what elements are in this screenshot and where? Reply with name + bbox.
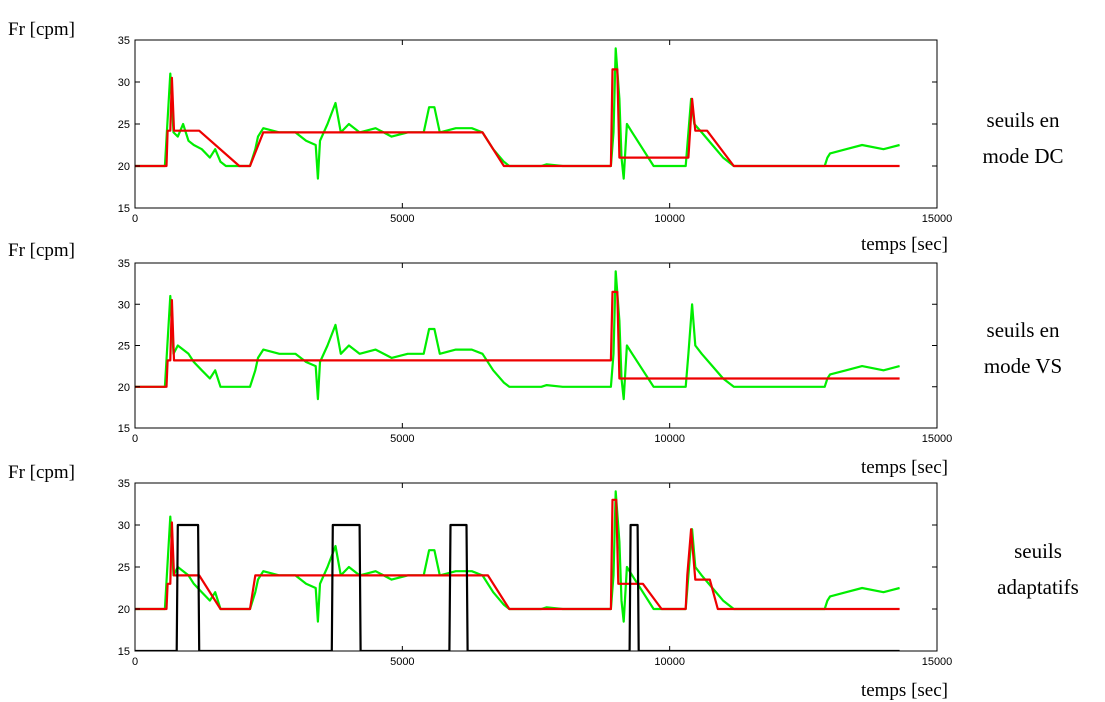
y-tick-label: 20 [118, 604, 130, 616]
x-tick-label: 10000 [654, 656, 685, 668]
series-line-3 [135, 523, 900, 651]
plot-frame [134, 262, 938, 429]
x-tick-label: 10000 [654, 213, 685, 225]
x-tick-label: 0 [132, 213, 138, 225]
series-line-2 [135, 68, 900, 168]
chart-panel-2: 0 5000 10000 15000 15 20 25 30 35 Fr [cpm] temps [… [8, 240, 1062, 478]
y-tick-label: 35 [118, 35, 130, 47]
side-label-line: seuils en [987, 108, 1060, 132]
y-axis-label: Fr [cpm] [8, 462, 75, 483]
y-tick-label: 30 [118, 299, 130, 311]
y-tick-label: 30 [118, 77, 130, 89]
y-axis-label: Fr [cpm] [8, 240, 75, 261]
y-tick-label: 30 [118, 520, 130, 532]
series-line-1 [135, 270, 900, 401]
y-tick-label: 25 [118, 341, 130, 353]
x-tick-label: 10000 [654, 433, 685, 445]
chart-panel-3: 0 5000 10000 15000 15 20 25 30 35 Fr [cpm] temps [… [8, 462, 1079, 701]
x-tick-label: 5000 [390, 656, 414, 668]
x-tick-label: 5000 [390, 213, 414, 225]
plot-frame [134, 39, 938, 209]
series-line-1 [135, 490, 900, 623]
y-tick-label: 15 [118, 646, 130, 658]
x-tick-label: 15000 [922, 433, 953, 445]
y-tick-label: 25 [118, 562, 130, 574]
side-label-line: adaptatifs [997, 575, 1079, 599]
side-label-line: mode DC [982, 144, 1063, 168]
y-tick-label: 35 [118, 258, 130, 270]
plot-frame [134, 482, 938, 652]
y-tick-label: 20 [118, 382, 130, 394]
side-label-line: seuils en [987, 318, 1060, 342]
series-line-2 [135, 498, 900, 611]
side-label-line: seuils [1014, 539, 1062, 563]
y-tick-label: 20 [118, 161, 130, 173]
x-tick-label: 0 [132, 433, 138, 445]
x-tick-label: 5000 [390, 433, 414, 445]
x-tick-label: 15000 [922, 656, 953, 668]
y-tick-label: 15 [118, 423, 130, 435]
chart-panel-1: 0 5000 10000 15000 15 20 25 30 35 Fr [cpm] temps [… [8, 19, 1064, 255]
y-tick-label: 15 [118, 203, 130, 215]
y-axis-label: Fr [cpm] [8, 19, 75, 40]
series-line-1 [135, 47, 900, 180]
x-tick-label: 0 [132, 656, 138, 668]
y-tick-label: 25 [118, 119, 130, 131]
x-tick-label: 15000 [922, 213, 953, 225]
y-tick-label: 35 [118, 478, 130, 490]
series-line-2 [135, 290, 900, 388]
side-label-line: mode VS [984, 354, 1062, 378]
x-axis-label: temps [sec] [861, 234, 948, 255]
x-axis-label: temps [sec] [861, 457, 948, 478]
x-axis-label: temps [sec] [861, 680, 948, 701]
